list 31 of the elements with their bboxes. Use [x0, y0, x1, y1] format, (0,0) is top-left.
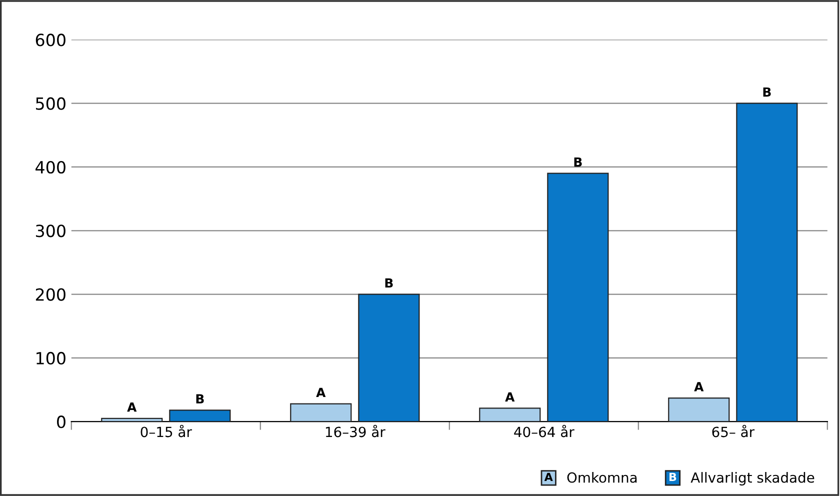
data-label: A: [316, 388, 326, 398]
data-label: A: [127, 402, 137, 412]
bar: [479, 408, 541, 422]
legend-label: Omkomna: [567, 472, 637, 483]
x-tick-label: 0–15 år: [140, 424, 192, 438]
y-tick-label: 600: [36, 34, 66, 46]
y-tick-label: 500: [36, 97, 66, 110]
bar: [101, 418, 163, 422]
bar: [547, 172, 609, 422]
x-tick-label: 65– år: [712, 424, 755, 438]
y-tick-label: 200: [36, 288, 66, 301]
data-label: A: [505, 392, 515, 402]
data-label: B: [385, 278, 393, 288]
bar: [668, 397, 730, 422]
data-label: B: [574, 157, 582, 167]
y-tick-label: 0: [57, 416, 66, 428]
bar: [358, 294, 420, 422]
bar: [736, 102, 798, 422]
text: A: [544, 472, 553, 481]
y-tick-label: 400: [36, 160, 66, 174]
legend-label: Allvarligt skadade: [690, 472, 814, 486]
data-label: A: [694, 382, 704, 392]
bar: [169, 410, 231, 422]
data-label: B: [763, 87, 771, 97]
x-tick-label: 40–64 år: [514, 424, 574, 438]
x-tick-label: 16–39 år: [326, 424, 386, 438]
data-label: B: [196, 394, 204, 404]
bar: [290, 403, 352, 422]
y-tick-label: 100: [36, 352, 66, 365]
y-tick-label: 300: [36, 224, 66, 238]
text: B: [670, 472, 676, 481]
